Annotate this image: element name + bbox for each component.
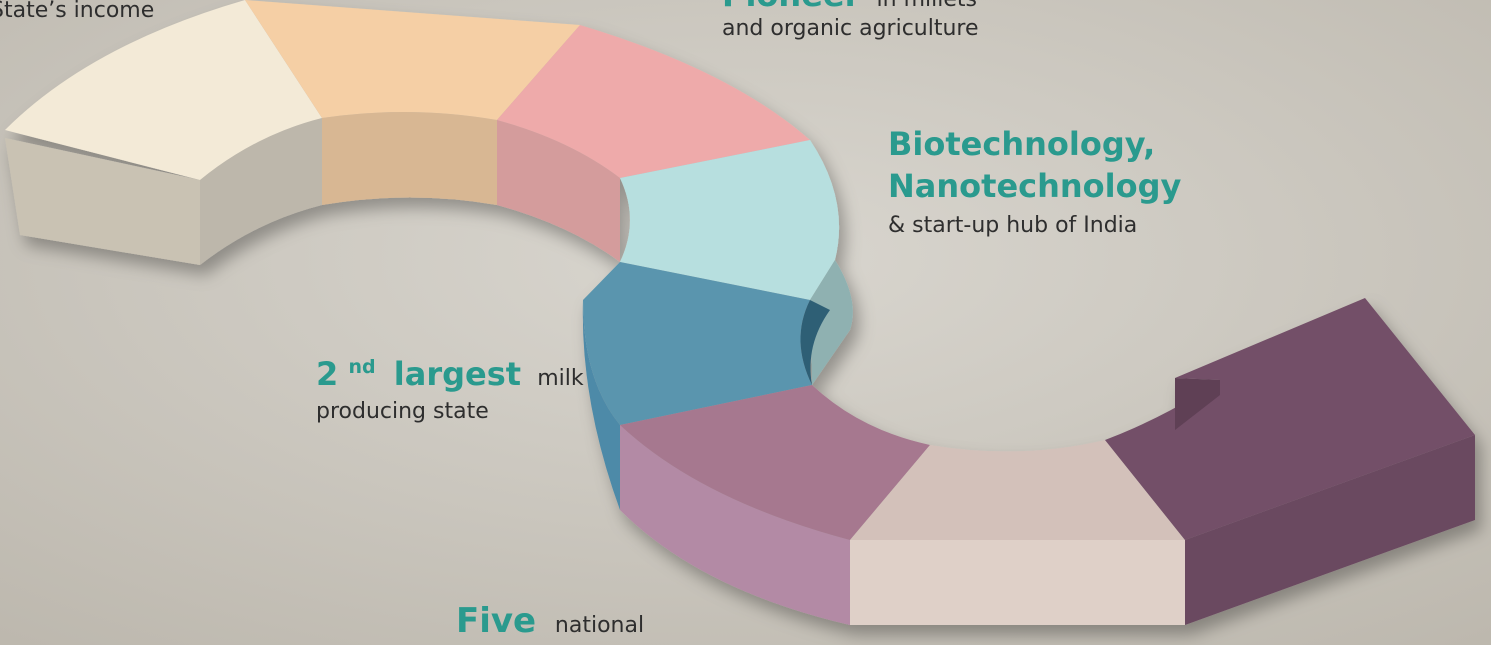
text: national — [555, 613, 644, 638]
highlight: Five — [456, 601, 536, 641]
wall — [850, 540, 1185, 625]
text: in millets — [877, 0, 977, 12]
superscript: nd — [348, 356, 375, 378]
callout-line: & start-up hub of India — [888, 213, 1137, 238]
callout: State’s income — [0, 0, 154, 23]
highlight: largest — [394, 355, 521, 393]
highlight: Nanotechnology — [888, 167, 1182, 205]
callout-line: producing state — [316, 399, 489, 424]
highlight: 2 — [316, 355, 338, 393]
highlight: Biotechnology, — [888, 125, 1155, 163]
wall — [322, 112, 497, 205]
highlight: Pioneer — [722, 0, 861, 14]
callout-line: and organic agriculture — [722, 16, 979, 41]
callout: Pioneer in millets — [722, 0, 977, 14]
text: milk — [537, 366, 584, 391]
infographic: State’s income Pioneer in millets and or… — [0, 0, 1491, 645]
page: State’s income Pioneer in millets and or… — [0, 0, 1491, 645]
